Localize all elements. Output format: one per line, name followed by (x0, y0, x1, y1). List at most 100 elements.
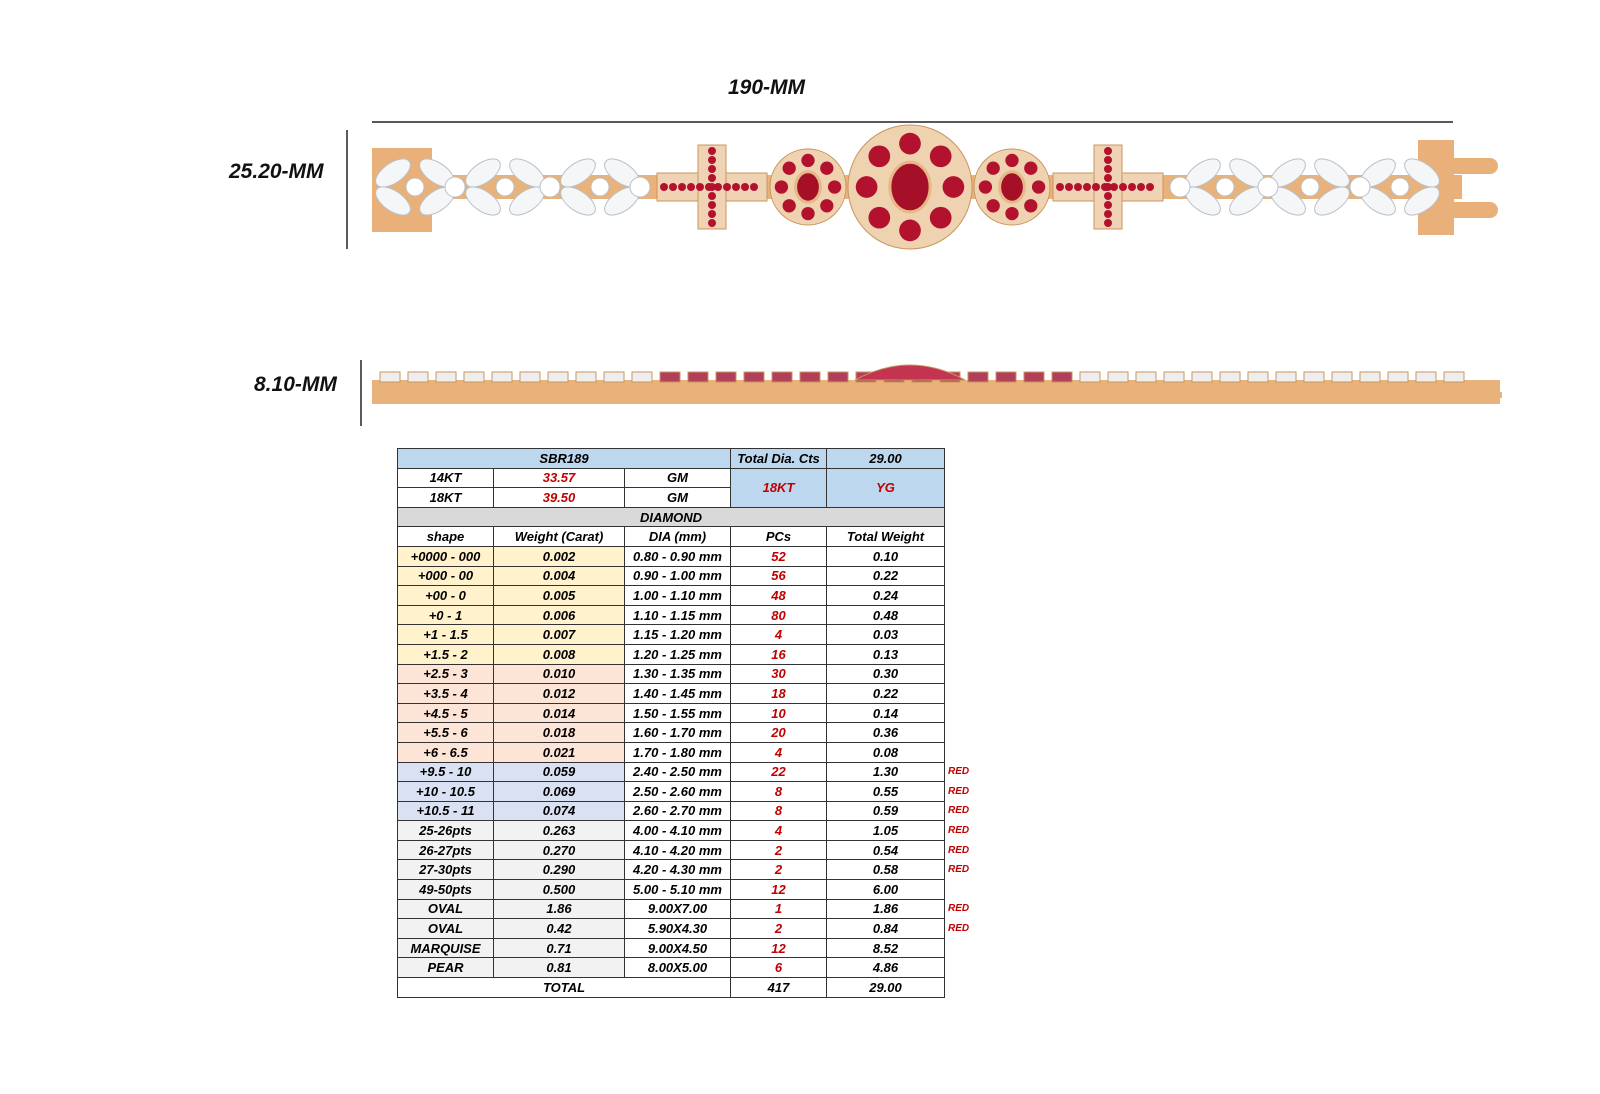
ruby (1146, 183, 1154, 191)
diamond (590, 177, 610, 197)
clasp-tongue (1450, 158, 1498, 218)
side-setting (491, 371, 513, 383)
total-weight: 0.58 (826, 859, 945, 881)
ruby (1005, 153, 1019, 168)
total-weight: 1.86 (826, 898, 945, 920)
diamond (405, 177, 425, 197)
side-setting (547, 371, 569, 383)
note (945, 684, 985, 704)
total-weight: 0.22 (826, 683, 945, 704)
side-setting (1107, 371, 1129, 383)
ruby (801, 206, 815, 221)
unit: GM (624, 487, 731, 508)
side-setting (519, 371, 541, 383)
total-weight: 0.48 (826, 604, 945, 626)
ruby (696, 183, 704, 191)
table-row: PEAR 0.81 8.00X5.00 6 4.86 (397, 957, 985, 979)
weight: 0.81 (493, 957, 625, 979)
diameter: 8.00X5.00 (624, 957, 731, 979)
ruby (708, 147, 716, 155)
pieces: 10 (730, 702, 827, 724)
diameter: 5.00 - 5.10 mm (624, 879, 731, 900)
side-setting (575, 371, 597, 383)
shape: +00 - 0 (397, 585, 494, 606)
weight: 0.012 (493, 683, 625, 704)
pieces: 8 (730, 781, 827, 802)
side-setting (1415, 371, 1437, 383)
ruby (827, 180, 842, 194)
column-header: shape (397, 526, 494, 547)
selected-karat: 18KT (730, 467, 827, 508)
diameter: 9.00X4.50 (624, 937, 731, 959)
note (945, 566, 985, 586)
ruby (1104, 165, 1112, 173)
column-header: DIA (mm) (624, 526, 731, 547)
total-weight: 6.00 (826, 879, 945, 900)
ruby (1104, 183, 1112, 191)
note: RED (948, 844, 970, 856)
weight: 0.263 (493, 820, 625, 841)
weight: 0.010 (493, 663, 625, 685)
ruby (868, 206, 891, 229)
total-weight: 29.00 (826, 977, 945, 998)
table-row: +2.5 - 3 0.010 1.30 - 1.35 mm 30 0.30 (397, 663, 985, 685)
note (945, 742, 985, 762)
weight: 0.007 (493, 624, 625, 645)
length-label: 190-MM (728, 76, 806, 99)
ruby (687, 183, 695, 191)
metal-weight: 33.57 (493, 467, 625, 489)
note: RED (948, 903, 970, 915)
weight: 0.005 (493, 585, 625, 606)
ruby (1024, 161, 1038, 175)
total-weight: 0.13 (826, 643, 945, 665)
pieces: 12 (730, 879, 827, 900)
ruby (1005, 206, 1019, 221)
ruby (1104, 192, 1112, 200)
note (945, 664, 985, 684)
ruby (820, 199, 834, 213)
table-row: +6 - 6.5 0.021 1.70 - 1.80 mm 4 0.08 (397, 741, 985, 763)
shape: OVAL (397, 898, 494, 920)
table-row: 26-27pts 0.270 4.10 - 4.20 mm 2 0.54 RED (397, 839, 985, 861)
side-setting (1023, 371, 1045, 383)
pieces: 6 (730, 957, 827, 979)
stone-table: SBR189 Total Dia. Cts 29.00 14KT 33.57 GM 18K… (397, 448, 985, 998)
ruby (1128, 183, 1136, 191)
diamond (1169, 176, 1191, 198)
diameter: 0.90 - 1.00 mm (624, 565, 731, 587)
shape: +1 - 1.5 (397, 624, 494, 645)
ruby (986, 161, 1000, 175)
diamond (1404, 186, 1440, 216)
ruby (888, 160, 932, 214)
side-setting (743, 371, 765, 383)
weight: 0.270 (493, 839, 625, 861)
note: RED (948, 766, 970, 778)
shape: +9.5 - 10 (397, 761, 494, 783)
note (945, 703, 985, 723)
ruby (741, 183, 749, 191)
note: RED (948, 785, 970, 797)
pieces: 48 (730, 585, 827, 606)
diamond (375, 186, 411, 216)
pieces: 80 (730, 604, 827, 626)
shape: +4.5 - 5 (397, 702, 494, 724)
shape: 25-26pts (397, 820, 494, 841)
side-setting (827, 371, 849, 383)
note (945, 958, 985, 978)
weight: 0.500 (493, 879, 625, 900)
table-row: +00 - 0 0.005 1.00 - 1.10 mm 48 0.24 (397, 585, 985, 606)
side-setting (1051, 371, 1073, 383)
ruby (1137, 183, 1145, 191)
ruby (708, 165, 716, 173)
karat: 18KT (397, 487, 494, 508)
shape: +5.5 - 6 (397, 722, 494, 743)
side-setting (1443, 371, 1465, 383)
diameter: 1.60 - 1.70 mm (624, 722, 731, 743)
ruby (1074, 183, 1082, 191)
note: RED (948, 923, 970, 935)
ruby (868, 145, 891, 168)
table-row: +1 - 1.5 0.007 1.15 - 1.20 mm 4 0.03 (397, 624, 985, 645)
pieces: 4 (730, 741, 827, 763)
shape: PEAR (397, 957, 494, 979)
ruby (782, 199, 796, 213)
